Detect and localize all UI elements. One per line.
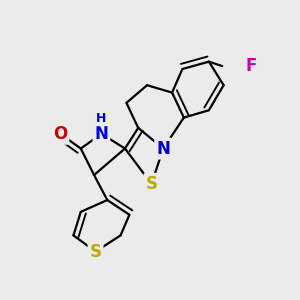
Text: N: N [156, 140, 170, 158]
Text: S: S [89, 243, 101, 261]
Text: F: F [246, 57, 257, 75]
Text: H: H [96, 112, 106, 125]
Text: O: O [53, 125, 67, 143]
Text: S: S [146, 175, 158, 193]
Text: N: N [94, 125, 108, 143]
